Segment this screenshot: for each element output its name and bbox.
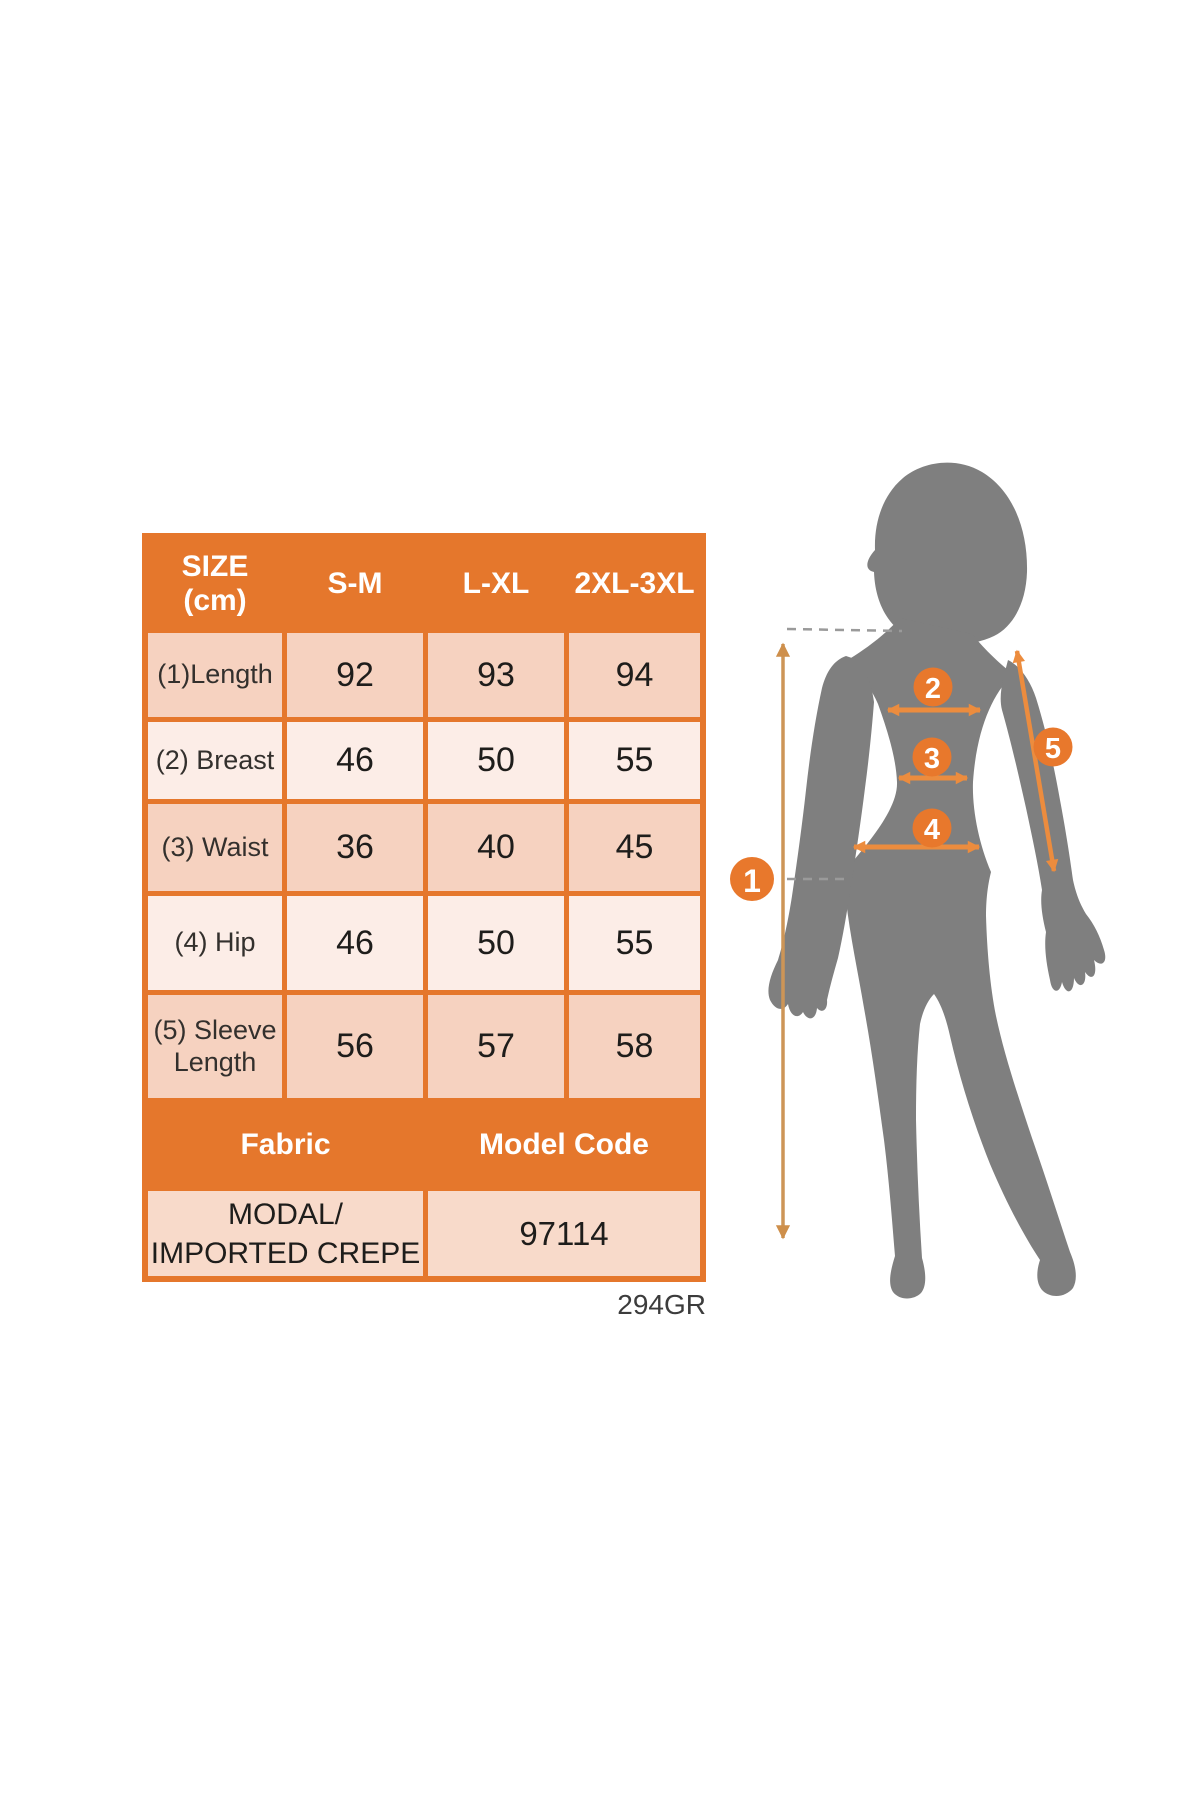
value-hip-lxl: 50	[428, 896, 564, 990]
sleeve-arrow	[1012, 649, 1059, 873]
value-sleeve-lxl: 57	[428, 995, 564, 1098]
marker-2-label: 2	[925, 673, 941, 705]
fabric-value-cell: MODAL/ IMPORTED CREPE	[148, 1191, 423, 1276]
marker-4-circle	[912, 808, 952, 848]
marker-5-label: 5	[1045, 733, 1061, 765]
value-length-2xl3xl: 94	[569, 633, 700, 717]
value-waist-2xl3xl: 45	[569, 804, 700, 891]
marker-1: 1	[730, 857, 774, 901]
marker-2: 2	[913, 667, 953, 707]
header-cell-lxl: L-XL	[462, 566, 530, 600]
marker-5-circle	[1033, 727, 1073, 767]
model-code-value-cell: 97114	[428, 1191, 700, 1276]
marker-4-label: 4	[924, 814, 940, 846]
marker-4: 4	[912, 808, 952, 848]
silhouette-left-arm	[768, 656, 874, 1019]
marker-1-circle	[730, 857, 774, 901]
value-breast-2xl3xl: 55	[569, 722, 700, 799]
value-breast-sm: 46	[287, 722, 423, 799]
row-label-breast: (2) Breast	[148, 722, 282, 799]
size-table: SIZE (cm) S-M L-XL 2XL-3XL (1)Length 92 …	[142, 533, 706, 1282]
silhouette-head	[867, 462, 1028, 645]
footer-header-model-code: Model Code	[479, 1127, 649, 1161]
value-waist-lxl: 40	[428, 804, 564, 891]
row-label-waist: (3) Waist	[148, 804, 282, 891]
row-label-sleeve: (5) Sleeve Length	[148, 995, 282, 1098]
size-header-line2: (cm)	[183, 583, 247, 617]
marker-1-label: 1	[743, 863, 761, 899]
header-cell-size: SIZE (cm)	[148, 539, 282, 628]
value-sleeve-sm: 56	[287, 995, 423, 1098]
marker-5: 5	[1033, 727, 1073, 767]
marker-3-label: 3	[924, 743, 940, 775]
marker-2-circle	[913, 667, 953, 707]
header-cell-2xl3xl: 2XL-3XL	[574, 566, 695, 600]
row-label-length: (1)Length	[148, 633, 282, 717]
silhouette-torso-legs	[845, 618, 1076, 1299]
fabric-value-line2: IMPORTED CREPE	[150, 1236, 421, 1270]
value-sleeve-2xl3xl: 58	[569, 995, 700, 1098]
value-hip-sm: 46	[287, 896, 423, 990]
value-hip-2xl3xl: 55	[569, 896, 700, 990]
body-measurement-diagram: 1 2 3 4 5	[730, 462, 1106, 1299]
marker-3: 3	[912, 737, 952, 777]
marker-3-circle	[912, 737, 952, 777]
figure-silhouette	[768, 462, 1106, 1299]
shoulder-dashed-line	[786, 627, 903, 633]
header-cell-sm: S-M	[327, 566, 383, 600]
value-breast-lxl: 50	[428, 722, 564, 799]
value-waist-sm: 36	[287, 804, 423, 891]
value-length-lxl: 93	[428, 633, 564, 717]
fabric-value-line1: MODAL/	[227, 1197, 344, 1231]
silhouette-right-arm	[1000, 660, 1106, 992]
footer-header-fabric: Fabric	[240, 1127, 331, 1161]
row-label-hip: (4) Hip	[148, 896, 282, 990]
product-code-note: 294GR	[617, 1289, 706, 1320]
value-length-sm: 92	[287, 633, 423, 717]
size-header-line1: SIZE	[181, 549, 249, 583]
